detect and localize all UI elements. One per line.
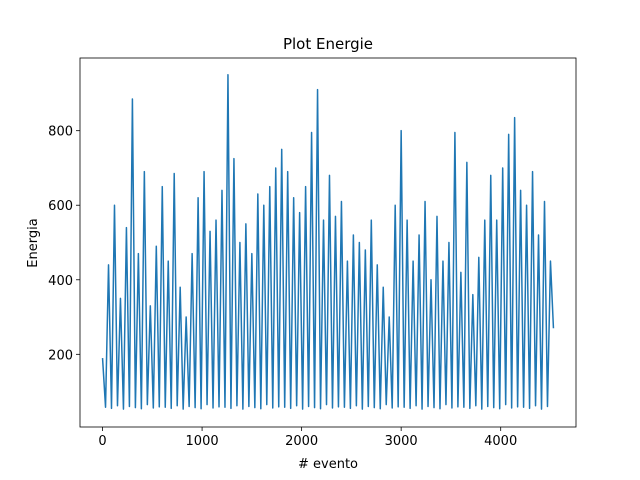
data-line — [101, 74, 555, 410]
chart-title: Plot Energie — [283, 35, 373, 53]
y-axis-label: Energia — [26, 218, 41, 267]
x-tick-label: 2000 — [285, 434, 318, 449]
y-tick-label: 200 — [48, 348, 73, 363]
y-tick-label: 600 — [48, 199, 73, 214]
y-tick-label: 800 — [48, 125, 73, 140]
x-tick-label: 0 — [98, 434, 106, 449]
y-tick-label: 400 — [48, 274, 73, 289]
x-tick-label: 4000 — [484, 434, 517, 449]
axes-frame — [79, 57, 577, 428]
x-tick-label: 3000 — [385, 434, 418, 449]
x-tick-label: 1000 — [186, 434, 219, 449]
x-axis-label: # evento — [298, 457, 358, 472]
